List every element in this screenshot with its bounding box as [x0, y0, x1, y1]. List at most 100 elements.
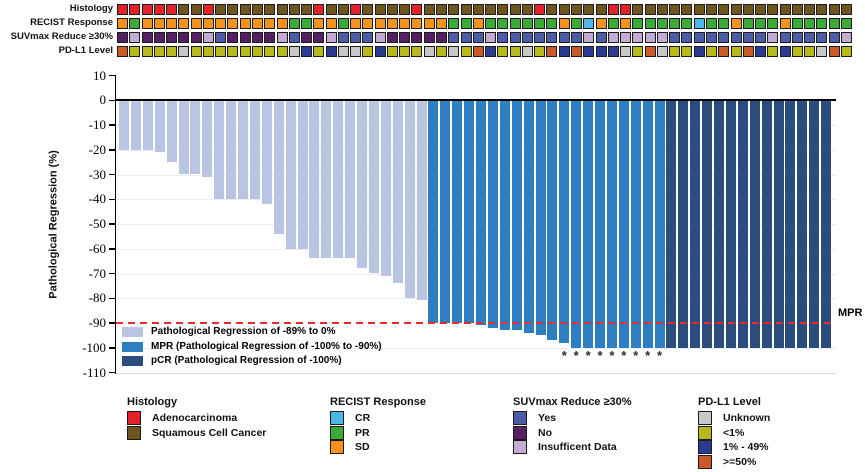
- y-axis-line: [114, 75, 116, 374]
- track-cell: [730, 46, 742, 57]
- legend-item-label: PR: [355, 426, 370, 439]
- significance-asterisk: *: [561, 348, 567, 363]
- bar: [702, 101, 713, 348]
- track-cell: [239, 32, 251, 43]
- track-cell: [742, 46, 754, 57]
- track-cell: [178, 32, 190, 43]
- y-tick-label: -110: [82, 364, 106, 380]
- y-tick-mark: [109, 74, 115, 77]
- legend-item-label: No: [538, 426, 552, 439]
- track-cell: [521, 18, 533, 29]
- track-cell: [705, 18, 717, 29]
- track-cell: [521, 46, 533, 57]
- track-cell: [178, 4, 190, 15]
- bar: [404, 101, 415, 298]
- track-cell: [436, 4, 448, 15]
- track-cell: [620, 32, 632, 43]
- bar: [119, 101, 129, 150]
- track-cell: [497, 32, 509, 43]
- track-cell: [325, 18, 337, 29]
- track-cell: [620, 46, 632, 57]
- track-cell: [583, 18, 595, 29]
- y-tick-mark: [109, 371, 115, 374]
- track-cell: [251, 46, 263, 57]
- track-cell: [828, 4, 840, 15]
- legend-swatch: [698, 454, 712, 469]
- legend-item-label: >=50%: [723, 455, 757, 468]
- track-cell: [485, 46, 497, 57]
- track-cell: [215, 4, 227, 15]
- track-cell: [705, 4, 717, 15]
- zero-baseline: [115, 99, 836, 101]
- bar: [130, 101, 141, 150]
- track-cell: [153, 46, 165, 57]
- bar: [392, 101, 403, 283]
- track-cell: [362, 18, 374, 29]
- track-cell: [693, 4, 705, 15]
- track-cell: [386, 32, 398, 43]
- track-cell: [325, 4, 337, 15]
- y-tick-label: -10: [88, 117, 106, 133]
- track-cell: [546, 46, 558, 57]
- track-cell: [190, 4, 202, 15]
- bar: [678, 101, 689, 348]
- legend-item-label: Insufficent Data: [538, 441, 617, 454]
- significance-asterisk: *: [645, 348, 651, 363]
- track-cell: [460, 4, 472, 15]
- track-cell: [681, 46, 693, 57]
- legend-item-label: Squamous Cell Cancer: [152, 426, 267, 439]
- plot-legend-label: MPR (Pathological Regression of -100% to…: [151, 340, 382, 352]
- track-cell: [423, 18, 435, 29]
- y-tick-label: -80: [88, 290, 106, 306]
- track-cell: [546, 4, 558, 15]
- track-cell: [129, 32, 141, 43]
- track-cell: [227, 18, 239, 29]
- track-cell: [141, 46, 153, 57]
- track-cell: [350, 46, 362, 57]
- track-cell: [399, 46, 411, 57]
- track-cell: [153, 18, 165, 29]
- track-cell: [840, 46, 852, 57]
- plot-legend-swatch: [122, 341, 143, 352]
- track-cell: [791, 4, 803, 15]
- bar: [749, 101, 760, 348]
- track-cell: [350, 18, 362, 29]
- track-cell: [202, 32, 214, 43]
- legend-swatch: [330, 425, 344, 440]
- track-cell: [166, 46, 178, 57]
- legend-group-title: SUVmax Reduce ≥30%: [513, 396, 632, 408]
- track-label: SUVmax Reduce ≥30%: [10, 30, 113, 42]
- y-tick-mark: [109, 347, 115, 349]
- track-cell: [423, 4, 435, 15]
- bar: [309, 101, 320, 258]
- bar: [357, 101, 367, 268]
- track-cell: [325, 32, 337, 43]
- track-cell: [313, 32, 325, 43]
- track-cell: [264, 4, 276, 15]
- track-cell: [288, 32, 300, 43]
- track-cell: [337, 18, 349, 29]
- track-cell: [509, 32, 521, 43]
- bar: [333, 101, 344, 258]
- bar: [737, 101, 748, 348]
- track-cell: [534, 32, 546, 43]
- track-cell: [313, 46, 325, 57]
- track-cell: [448, 18, 460, 29]
- track-cell: [485, 32, 497, 43]
- track-cell: [411, 46, 423, 57]
- bar: [226, 101, 237, 199]
- track-cell: [558, 46, 570, 57]
- track-cell: [693, 18, 705, 29]
- track-cell: [202, 46, 214, 57]
- track-cell: [828, 46, 840, 57]
- track-cell: [632, 32, 644, 43]
- plot-legend-swatch: [122, 356, 143, 366]
- track-cell: [472, 32, 484, 43]
- bar: [511, 101, 522, 330]
- track-cell: [190, 32, 202, 43]
- legend-item-label: Yes: [538, 412, 557, 424]
- track-cell: [374, 46, 386, 57]
- legend-swatch: [513, 425, 527, 440]
- track-cell: [546, 18, 558, 29]
